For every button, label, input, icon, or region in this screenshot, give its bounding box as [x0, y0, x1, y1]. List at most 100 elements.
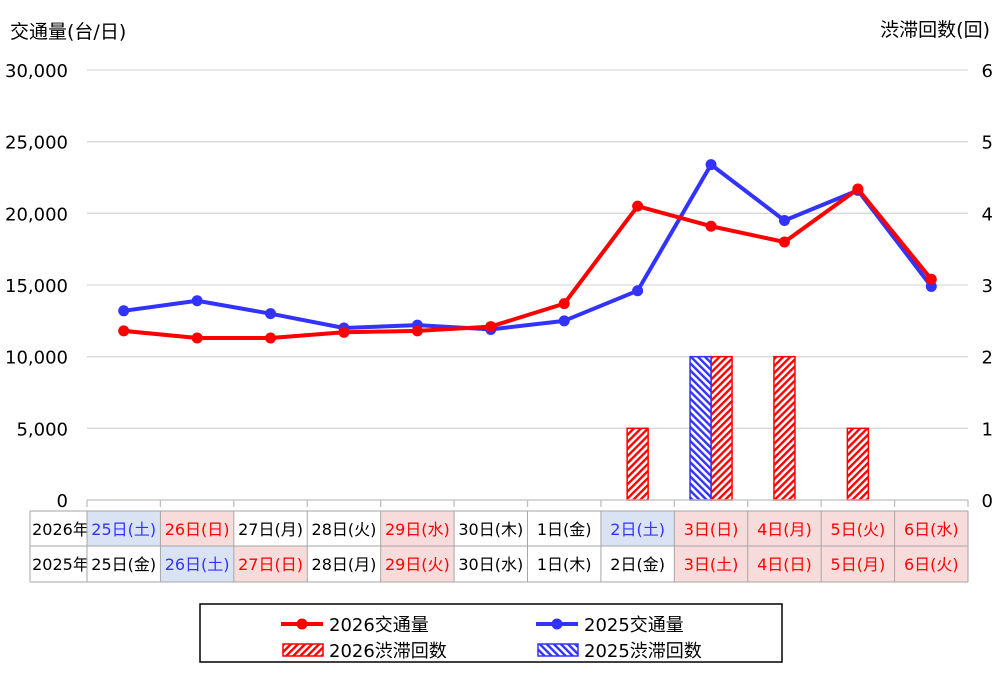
table-cell-label: 3日(日)	[684, 520, 739, 539]
table-cell-label: 25日(金)	[91, 555, 156, 574]
legend-bar-swatch	[537, 643, 579, 657]
legend-label: 2026渋滞回数	[329, 641, 447, 662]
table-cell	[894, 511, 968, 546]
traffic-point	[778, 215, 790, 226]
traffic-point	[411, 325, 423, 337]
table-cell	[527, 546, 601, 582]
y-right-axis-label: 渋滞回数(回)	[880, 19, 990, 41]
traffic-point	[338, 326, 350, 338]
traffic-point	[705, 220, 717, 232]
table-cell-label: 2日(金)	[610, 555, 665, 574]
congestion-bar	[773, 355, 796, 501]
table-cell-label: 5日(月)	[831, 555, 886, 574]
table-row-label: 2025年	[32, 555, 89, 574]
y-left-tick-label: 5,000	[16, 419, 68, 440]
traffic-point	[118, 325, 130, 337]
y-right-tick-label: 6	[982, 61, 993, 82]
table-cell-label: 27日(日)	[238, 555, 303, 574]
table-row-header-cell	[30, 546, 87, 582]
table-cell	[233, 546, 308, 582]
legend-marker	[296, 618, 308, 630]
table-cell-label: 30日(水)	[458, 555, 523, 574]
table-cell	[821, 511, 895, 546]
traffic-point	[191, 332, 203, 344]
legend-marker	[551, 618, 563, 630]
legend-bar-swatch	[282, 643, 324, 657]
table-cell	[527, 511, 601, 546]
table-cell	[160, 546, 234, 582]
traffic-point	[778, 236, 790, 248]
congestion-bar	[689, 355, 712, 501]
congestion-bar	[626, 427, 649, 501]
table-cell	[307, 511, 381, 546]
y-left-tick-label: 0	[57, 491, 68, 512]
table-cell	[87, 546, 161, 582]
y-left-tick-label: 10,000	[5, 348, 68, 369]
table-cell-label: 6日(水)	[904, 520, 959, 539]
table-cell-label: 4日(日)	[757, 555, 812, 574]
table-cell-label: 2日(土)	[610, 520, 665, 539]
traffic-line	[123, 186, 933, 341]
table-cell	[380, 546, 455, 582]
congestion-bar	[846, 427, 870, 501]
congestion-bar	[710, 355, 733, 501]
table-cell	[894, 546, 968, 582]
table-cell	[454, 546, 528, 582]
traffic-point	[558, 298, 570, 310]
y-left-tick-label: 20,000	[5, 204, 68, 225]
y-left-axis-label: 交通量(台/日)	[10, 21, 126, 43]
table-cell-label: 5日(火)	[831, 520, 886, 539]
y-left-tick-label: 30,000	[5, 61, 68, 82]
table-cell-label: 26日(土)	[165, 555, 230, 574]
y-right-tick-label: 2	[982, 348, 993, 369]
table-cell-label: 27日(月)	[238, 520, 303, 539]
table-cell-label: 26日(日)	[165, 520, 230, 539]
table-cell	[380, 511, 455, 546]
traffic-point	[485, 321, 497, 333]
table-cell	[160, 511, 234, 546]
y-right-tick-label: 0	[982, 491, 993, 512]
y-left-tick-label: 25,000	[5, 133, 68, 154]
table-cell-label: 25日(土)	[91, 520, 156, 539]
table-cell-label: 29日(水)	[385, 520, 450, 539]
table-cell	[87, 511, 161, 546]
table-cell	[307, 546, 381, 582]
table-cell-label: 28日(月)	[312, 555, 377, 574]
traffic-point	[191, 295, 203, 307]
table-cell	[747, 511, 822, 546]
table-cell	[674, 546, 748, 582]
legend-label: 2026交通量	[329, 615, 429, 636]
traffic-point	[558, 315, 570, 327]
table-cell-label: 4日(月)	[757, 520, 812, 539]
y-right-tick-label: 5	[982, 133, 993, 154]
table-cell-label: 6日(火)	[904, 555, 959, 574]
traffic-point	[925, 273, 937, 285]
table-cell-label: 1日(木)	[537, 555, 592, 574]
y-right-tick-label: 3	[982, 276, 993, 297]
table-cell	[600, 511, 675, 546]
traffic-point	[632, 285, 644, 297]
traffic-point	[118, 305, 130, 317]
traffic-line	[123, 162, 933, 332]
table-cell-label: 1日(金)	[537, 520, 592, 539]
table-cell-label: 3日(土)	[684, 555, 739, 574]
y-right-tick-label: 4	[982, 204, 993, 225]
table-cell-label: 30日(木)	[458, 520, 523, 539]
y-right-tick-label: 1	[982, 419, 993, 440]
y-left-tick-label: 15,000	[5, 276, 68, 297]
legend-label: 2025交通量	[584, 615, 684, 636]
legend-label: 2025渋滞回数	[584, 641, 702, 662]
table-cell	[821, 546, 895, 582]
traffic-point	[265, 308, 277, 320]
traffic-point	[632, 200, 644, 212]
table-row-header-cell	[30, 511, 87, 546]
table-cell	[747, 546, 822, 582]
table-cell	[233, 511, 308, 546]
table-cell	[600, 546, 675, 582]
table-cell	[674, 511, 748, 546]
traffic-point	[852, 183, 864, 195]
table-cell	[454, 511, 528, 546]
table-row-label: 2026年	[32, 520, 89, 539]
table-cell-label: 29日(火)	[385, 555, 450, 574]
